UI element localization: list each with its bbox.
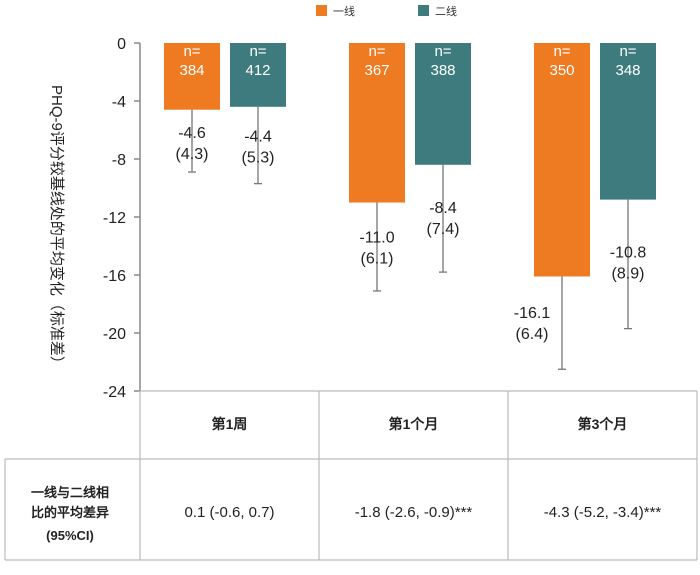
sd-label: (6.1) (361, 250, 394, 267)
diff-value: 0.1 (-0.6, 0.7) (184, 504, 274, 521)
n-prefix-label: n= (249, 43, 266, 60)
y-tick-label: -20 (103, 326, 126, 343)
bar-series1-cat2 (349, 43, 405, 203)
n-count-label: 350 (549, 62, 574, 79)
x-tick-label: 第1周 (212, 416, 248, 432)
bar-series2-cat3 (600, 43, 656, 200)
diff-value: -4.3 (-5.2, -3.4)*** (544, 504, 662, 521)
diff-row-label: 比的平均差异 (31, 505, 109, 520)
sd-label: (7.4) (427, 221, 460, 238)
y-tick-label: -8 (112, 152, 126, 169)
y-tick-label: -4 (112, 94, 126, 111)
legend-swatch-1 (316, 5, 327, 16)
bar-series2-cat2 (415, 43, 471, 165)
n-prefix-label: n= (368, 43, 385, 60)
n-prefix-label: n= (619, 43, 636, 60)
legend-label-2: 二线 (435, 4, 457, 18)
data-label: -11.0 (359, 229, 394, 246)
diff-value: -1.8 (-2.6, -0.9)*** (355, 504, 473, 521)
y-tick-label: -16 (103, 268, 126, 285)
n-count-label: 384 (179, 62, 204, 79)
legend-swatch-2 (418, 5, 429, 16)
data-label: -16.1 (514, 305, 551, 322)
y-axis-title: PHQ-9评分较基线处的平均变化（标准差） (48, 85, 66, 371)
y-tick-label: 0 (117, 36, 126, 53)
diff-row-label: 一线与二线相 (31, 485, 109, 500)
sd-label: (5.3) (242, 149, 275, 166)
n-count-label: 412 (245, 62, 270, 79)
data-label: -4.6 (178, 125, 206, 142)
n-count-label: 348 (615, 62, 640, 79)
n-count-label: 367 (364, 62, 389, 79)
y-tick-label: -24 (103, 384, 126, 401)
bar-series2-cat1 (230, 43, 286, 107)
bar-series1-cat3 (534, 43, 590, 277)
y-tick-label: -12 (103, 210, 126, 227)
diff-row-label: (95%CI) (46, 528, 94, 543)
x-tick-label: 第3个月 (578, 416, 628, 432)
n-prefix-label: n= (183, 43, 200, 60)
n-prefix-label: n= (553, 43, 570, 60)
n-prefix-label: n= (434, 43, 451, 60)
n-count-label: 388 (430, 62, 455, 79)
data-label: -10.8 (610, 245, 647, 262)
x-tick-label: 第1个月 (389, 416, 439, 432)
data-label: -8.4 (429, 200, 457, 217)
data-label: -4.4 (244, 128, 272, 145)
sd-label: (8.9) (612, 266, 645, 283)
legend-label-1: 一线 (333, 4, 355, 18)
sd-label: (6.4) (516, 326, 549, 343)
sd-label: (4.3) (176, 146, 209, 163)
bar-series1-cat1 (164, 43, 220, 110)
